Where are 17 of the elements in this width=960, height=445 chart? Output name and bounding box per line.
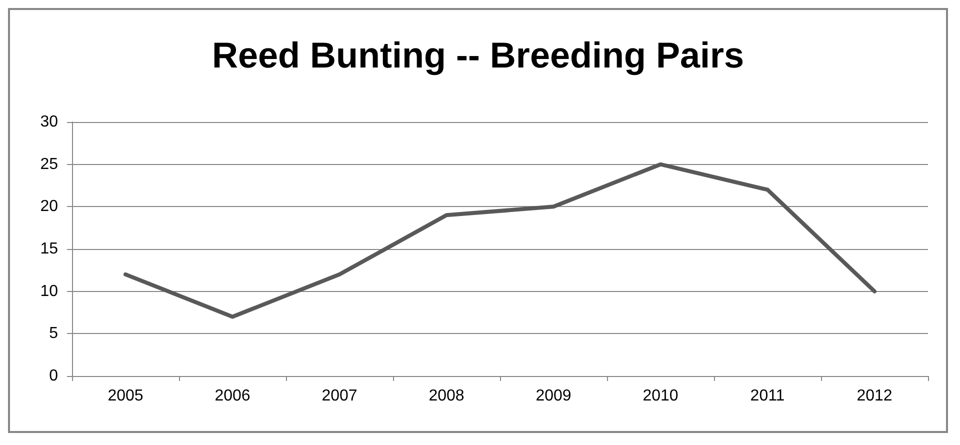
y-tick-label: 5 [49,325,58,342]
y-tick-label: 30 [40,114,58,130]
x-tick-label: 2009 [536,388,572,404]
x-tick-label: 2011 [750,388,785,404]
chart-title: Reed Bunting -- Breeding Pairs [212,34,744,76]
y-tick-label: 0 [49,368,58,384]
line-series [124,162,876,319]
y-tick-label: 25 [40,156,58,173]
x-tick-label: 2006 [214,388,250,404]
y-tick-label: 15 [40,240,58,258]
x-tick-label: 2007 [322,388,358,404]
x-tick-label: 2010 [642,388,678,404]
y-tick-label: 10 [40,282,58,300]
x-tick-label: 2008 [428,388,464,404]
y-tick-label: 20 [40,198,58,216]
x-tick-label: 2012 [856,388,892,404]
x-tick-label: 2005 [108,388,144,404]
